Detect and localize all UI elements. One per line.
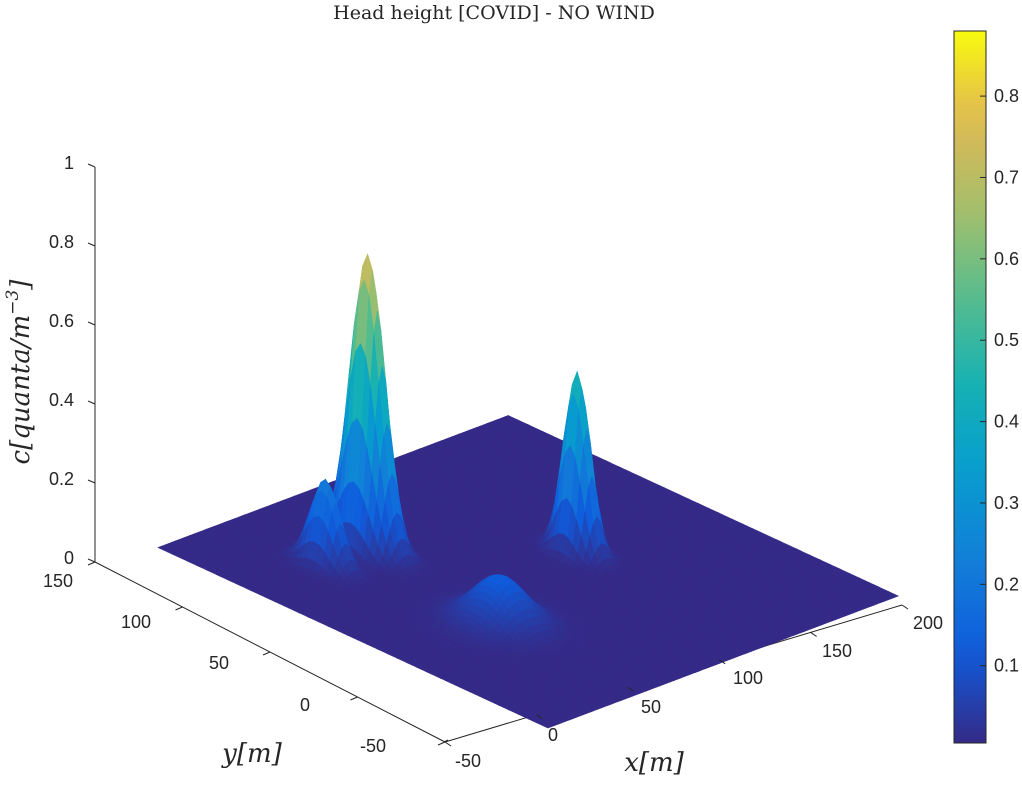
chart-title: Head height [COVID] - NO WIND bbox=[333, 2, 655, 24]
surface-mesh bbox=[157, 253, 900, 729]
